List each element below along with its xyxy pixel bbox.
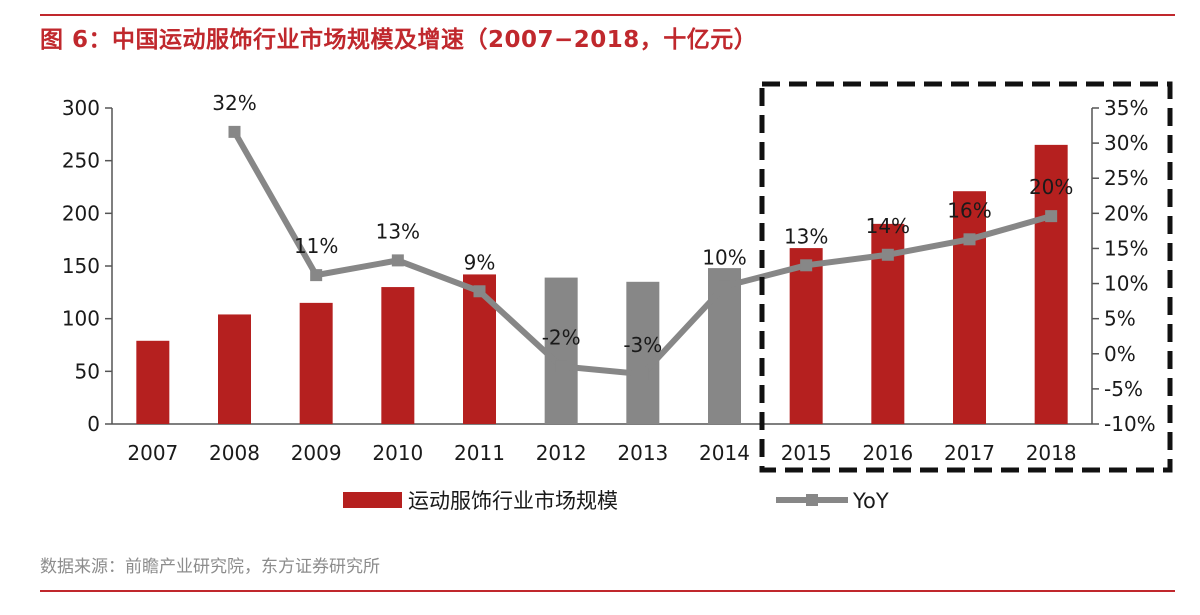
right-axis-tick-label: 25% bbox=[1104, 166, 1148, 190]
left-axis-tick-label: 200 bbox=[62, 201, 100, 225]
legend-line-marker bbox=[806, 494, 818, 506]
yoy-point-2011 bbox=[473, 285, 486, 298]
yoy-labels: 32% 11% 13% 9% -2% -3% 10% 13% 14% 16% 20% bbox=[212, 91, 1073, 357]
chart-title: 图 6：中国运动服饰行业市场规模及增速（2007−2018，十亿元） bbox=[40, 27, 758, 53]
x-axis-tick-label: 2015 bbox=[781, 441, 832, 465]
yoy-point-2013 bbox=[636, 368, 649, 381]
yoy-point-2017 bbox=[963, 233, 976, 246]
left-axis-tick-label: 0 bbox=[87, 412, 100, 436]
left-axis-tick-label: 150 bbox=[62, 254, 100, 278]
bar-2010 bbox=[381, 287, 415, 424]
yoy-point-2015 bbox=[800, 259, 813, 272]
source-note: 数据来源：前瞻产业研究院，东方证券研究所 bbox=[40, 557, 380, 577]
right-axis-tick-label: -10% bbox=[1104, 412, 1156, 436]
bar-2009 bbox=[299, 302, 333, 424]
top-rule bbox=[40, 14, 1175, 16]
right-axis-tick-label: 30% bbox=[1104, 131, 1148, 155]
legend: 运动服饰行业市场规模 YoY bbox=[343, 489, 889, 513]
right-axis-tick-label: 0% bbox=[1104, 342, 1136, 366]
x-axis-tick-label: 2018 bbox=[1026, 441, 1077, 465]
x-axis-tick-label: 2017 bbox=[944, 441, 995, 465]
legend-bar-swatch bbox=[343, 492, 402, 508]
yoy-point-2009 bbox=[310, 269, 323, 282]
right-axis-tick-label: 10% bbox=[1104, 272, 1148, 296]
x-axis-tick-label: 2008 bbox=[209, 441, 260, 465]
left-axis-tick-label: 250 bbox=[62, 149, 100, 173]
right-axis-tick-label: 5% bbox=[1104, 307, 1136, 331]
x-axis-tick-label: 2010 bbox=[372, 441, 423, 465]
yoy-label-2015: 13% bbox=[784, 224, 828, 248]
right-axis-tick-label: -5% bbox=[1104, 377, 1143, 401]
legend-bar-label: 运动服饰行业市场规模 bbox=[408, 489, 618, 513]
yoy-label-2012: -2% bbox=[542, 325, 581, 349]
x-axis-tick-label: 2007 bbox=[127, 441, 178, 465]
x-axis-tick-label: 2011 bbox=[454, 441, 505, 465]
axes: 0 50 100 150 200 250 300 -10% -5% 0% 5% 10% 15% 20% 25… bbox=[62, 96, 1156, 465]
yoy-label-2009: 11% bbox=[294, 234, 338, 258]
left-axis-tick-label: 50 bbox=[75, 359, 100, 383]
yoy-label-2018: 20% bbox=[1029, 175, 1073, 199]
bar-2017 bbox=[953, 191, 986, 424]
yoy-point-2016 bbox=[881, 248, 894, 261]
legend-line-label: YoY bbox=[852, 489, 889, 513]
yoy-label-2011: 9% bbox=[464, 250, 496, 274]
x-axis-tick-label: 2009 bbox=[291, 441, 342, 465]
x-axis-tick-label: 2016 bbox=[862, 441, 913, 465]
bar-2013 bbox=[626, 281, 660, 424]
bar-2007 bbox=[136, 340, 170, 424]
x-axis-tick-label: 2014 bbox=[699, 441, 750, 465]
right-axis-tick-label: 15% bbox=[1104, 236, 1148, 260]
yoy-label-2008: 32% bbox=[212, 91, 256, 115]
highlight-dashed-box bbox=[759, 81, 1173, 473]
yoy-point-2010 bbox=[391, 254, 404, 267]
yoy-point-2008 bbox=[228, 125, 241, 138]
yoy-point-2018 bbox=[1045, 210, 1058, 223]
yoy-point-2012 bbox=[555, 360, 568, 373]
left-axis-tick-label: 100 bbox=[62, 307, 100, 331]
bar-2018 bbox=[1034, 144, 1068, 424]
right-axis-tick-label: 35% bbox=[1104, 96, 1148, 120]
bars bbox=[136, 144, 1068, 424]
yoy-label-2014: 10% bbox=[702, 245, 746, 269]
yoy-label-2016: 14% bbox=[866, 214, 910, 238]
bar-2015 bbox=[789, 248, 823, 424]
yoy-point-2014 bbox=[718, 280, 731, 293]
yoy-label-2010: 13% bbox=[376, 219, 420, 243]
left-axis-tick-label: 300 bbox=[62, 96, 100, 120]
yoy-label-2017: 16% bbox=[947, 198, 991, 222]
x-axis-tick-label: 2012 bbox=[536, 441, 587, 465]
yoy-line bbox=[228, 125, 1058, 381]
x-axis-tick-label: 2013 bbox=[617, 441, 668, 465]
right-axis-tick-label: 20% bbox=[1104, 201, 1148, 225]
bottom-rule bbox=[40, 590, 1175, 592]
yoy-label-2013: -3% bbox=[623, 333, 662, 357]
bar-2008 bbox=[218, 314, 251, 424]
bar-2012 bbox=[544, 277, 578, 424]
